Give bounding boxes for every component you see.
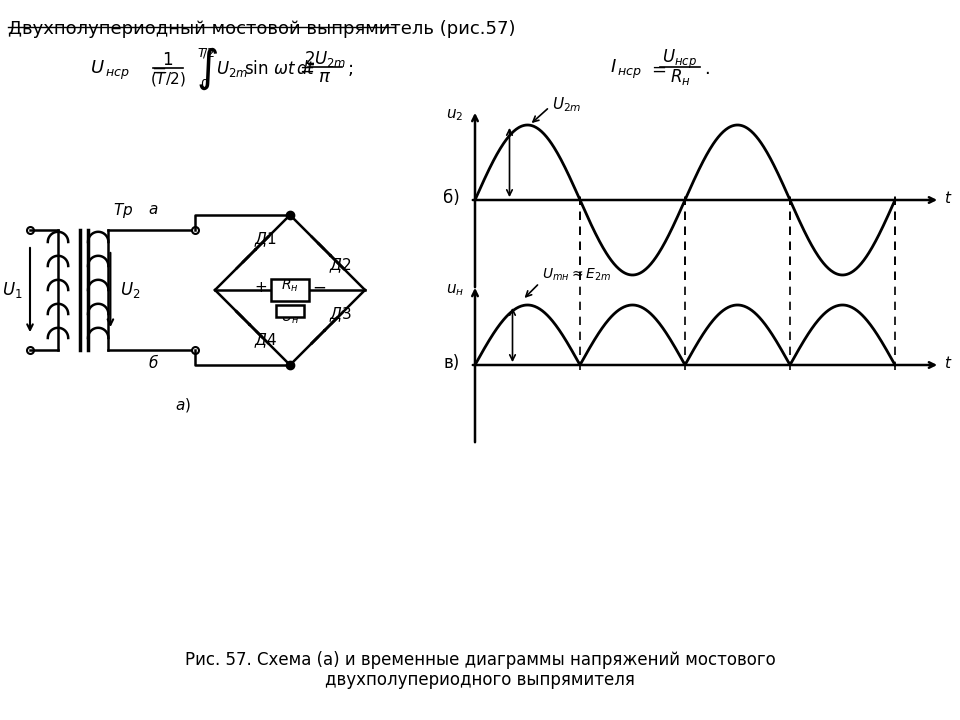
Text: $U_{mн}{\approx}E_{2m}$: $U_{mн}{\approx}E_{2m}$ [542,267,612,283]
Bar [271,279,309,301]
Text: $(T/2)$: $(T/2)$ [150,70,186,88]
Text: $U_1$: $U_1$ [2,280,22,300]
Text: $=$: $=$ [296,60,315,78]
Text: $а)$: $а)$ [175,396,191,414]
Text: $\pi$: $\pi$ [319,68,331,86]
Text: $T\!/2$: $T\!/2$ [197,46,215,60]
Text: $t$: $t$ [944,190,952,206]
Text: $\sin\,\omega t\,dt$: $\sin\,\omega t\,dt$ [244,60,316,78]
Text: $U_{2m}$: $U_{2m}$ [553,96,582,114]
Text: $Тр$: $Тр$ [113,200,133,220]
Text: $Д3$: $Д3$ [328,305,351,324]
Text: $U_{\,нср}$: $U_{\,нср}$ [90,58,130,81]
Text: $б$: $б$ [148,353,159,371]
Text: $2U_{2m}$: $2U_{2m}$ [303,49,347,69]
Text: $Д1$: $Д1$ [253,230,276,249]
Text: $u_2$: $u_2$ [446,107,464,123]
Bar [276,305,304,317]
Text: $=$: $=$ [648,60,666,78]
Text: $U_2$: $U_2$ [120,280,141,300]
Text: $=$: $=$ [148,61,167,79]
Text: б): б) [444,189,460,207]
Text: $\int$: $\int$ [196,46,218,92]
Text: $.$: $.$ [704,60,709,78]
Text: $U_{нср}$: $U_{нср}$ [662,48,698,71]
Text: Рис. 57. Схема (а) и временные диаграммы напряжений мостового
двухполупериодного: Рис. 57. Схема (а) и временные диаграммы… [184,651,776,690]
Text: $0$: $0$ [200,78,209,91]
Text: $1$: $1$ [162,51,174,69]
Text: $;$: $;$ [347,60,353,78]
Text: $u_н$: $u_н$ [445,282,464,298]
Text: $Д2$: $Д2$ [329,256,351,274]
Text: $U_{2m}$: $U_{2m}$ [216,59,248,79]
Text: $U_н$: $U_н$ [281,310,300,326]
Text: $+$: $+$ [254,279,268,294]
Text: $R_н$: $R_н$ [670,67,690,87]
Text: $I_{\,нср}$: $I_{\,нср}$ [610,58,642,81]
Text: $-$: $-$ [312,278,326,296]
Text: $R_н$: $R_н$ [281,278,299,294]
Text: $а$: $а$ [148,202,158,217]
Text: в): в) [444,354,460,372]
Text: $t$: $t$ [944,355,952,371]
Text: Двухполупериодный мостовой выпрямитель (рис.57): Двухполупериодный мостовой выпрямитель (… [8,20,516,38]
Text: $Д4$: $Д4$ [253,331,276,349]
